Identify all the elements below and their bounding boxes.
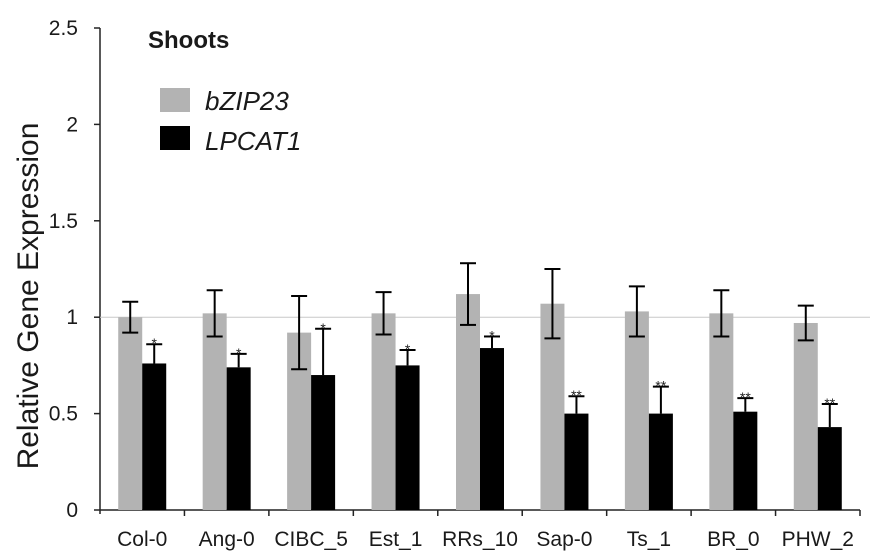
- bar-lpcat1-rrs_10: [480, 348, 504, 510]
- bar-lpcat1-br_0: [733, 411, 758, 510]
- bar-lpcat1-sap-0: [564, 413, 589, 510]
- x-tick-label: Ang-0: [199, 528, 255, 551]
- bar-lpcat1-ang-0: [226, 367, 251, 510]
- significance-marker: **: [571, 387, 582, 403]
- significance-marker: *: [151, 335, 157, 351]
- bar-bzip23-rrs_10: [456, 294, 480, 510]
- bar-bzip23-phw_2: [793, 322, 818, 510]
- y-tick-label: 2.5: [49, 17, 78, 40]
- bar-lpcat1-col-0: [142, 363, 167, 510]
- y-tick-label: 1: [66, 306, 78, 329]
- bar-bzip23-est_1: [371, 313, 396, 510]
- bar-lpcat1-ts_1: [648, 413, 673, 510]
- significance-marker: **: [740, 389, 751, 405]
- significance-marker: *: [489, 327, 495, 343]
- y-tick-label: 0.5: [49, 403, 78, 426]
- y-tick-label: 2: [66, 113, 78, 136]
- bar-lpcat1-cibc_5: [311, 375, 336, 510]
- significance-marker: **: [655, 378, 666, 394]
- bar-lpcat1-phw_2: [817, 427, 842, 510]
- legend-swatch-bzip23: [160, 88, 190, 112]
- x-tick-label: CIBC_5: [274, 528, 348, 551]
- bar-bzip23-br_0: [709, 313, 734, 510]
- legend: bZIP23 LPCAT1: [160, 86, 301, 156]
- x-tick-label: Sap-0: [536, 528, 592, 551]
- x-tick-label: RRs_10: [442, 528, 518, 551]
- bar-bzip23-ts_1: [624, 311, 649, 510]
- bar-lpcat1-est_1: [395, 365, 420, 510]
- labels-group: * Col-0 * Ang-0 * CIBC_5 * Est_1 * RRs_10 ** Sap-0 *…: [117, 320, 854, 551]
- x-tick-label: Ts_1: [627, 528, 671, 551]
- x-tick-label: Est_1: [369, 528, 423, 551]
- x-tick-label: PHW_2: [782, 528, 854, 551]
- y-tick-label: 1.5: [49, 210, 78, 233]
- bar-bzip23-ang-0: [202, 313, 227, 510]
- legend-swatch-lpcat1: [160, 126, 190, 150]
- y-tick-label: 0: [66, 499, 78, 522]
- chart-title: Shoots: [148, 27, 229, 54]
- bar-bzip23-col-0: [118, 317, 143, 510]
- significance-marker: *: [405, 341, 411, 357]
- x-tick-label: BR_0: [707, 528, 760, 551]
- legend-label-lpcat1: LPCAT1: [205, 126, 301, 156]
- significance-marker: **: [824, 395, 835, 411]
- y-axis-label: Relative Gene Expression: [12, 123, 45, 470]
- legend-label-bzip23: bZIP23: [205, 86, 289, 116]
- significance-marker: *: [320, 320, 326, 336]
- significance-marker: *: [236, 345, 242, 361]
- x-tick-label: Col-0: [117, 528, 167, 551]
- bars-group: [118, 262, 842, 510]
